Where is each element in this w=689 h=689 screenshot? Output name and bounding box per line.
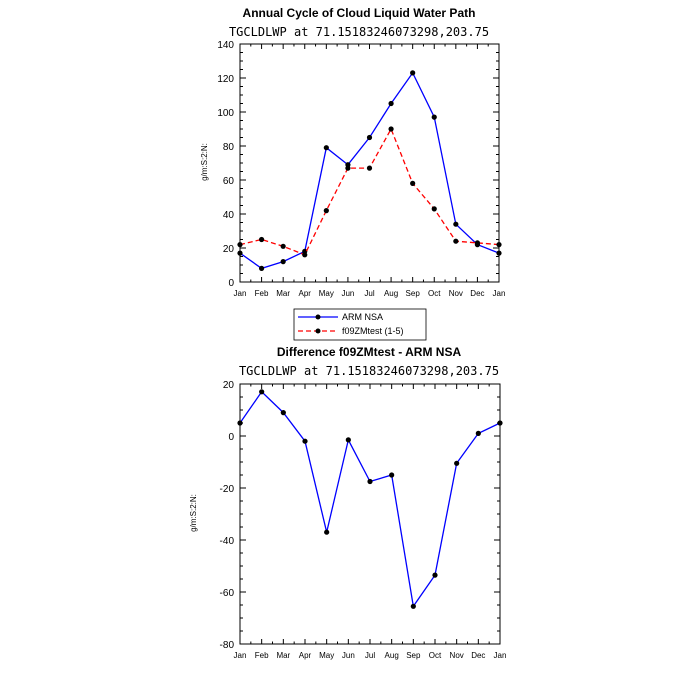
c2-series-0-point (454, 460, 460, 466)
c1-xtick-label: Jul (364, 289, 374, 298)
c1-series-1-point (302, 252, 308, 258)
c2-series-0-point (475, 430, 481, 436)
c2-ytick-label: -60 (220, 588, 235, 599)
c2-xtick-label: Jun (342, 651, 355, 660)
c2-xtick-label: Aug (385, 651, 399, 660)
c2-series-0-point (324, 529, 330, 535)
c2-series-0-point (389, 472, 395, 478)
c1-series-1-point (431, 206, 437, 212)
legend-marker-f09 (315, 328, 321, 334)
chart1-legend: ARM NSA f09ZMtest (1-5) (293, 308, 427, 341)
c2-ytick-label: 20 (223, 380, 235, 391)
c1-ytick-label: 120 (217, 74, 234, 85)
c1-xtick-label: Feb (255, 289, 269, 298)
c1-series-1-point (345, 165, 351, 171)
c1-xtick-label: May (319, 289, 334, 298)
c1-series-0-point (258, 265, 265, 271)
c1-ytick-label: 80 (223, 142, 235, 153)
c2-xtick-label: Oct (429, 651, 442, 660)
c2-series-0-point (259, 389, 265, 395)
c1-series-0-point (410, 70, 416, 76)
c1-ytick-label: 100 (217, 108, 234, 119)
c1-xtick-label: Apr (299, 289, 312, 298)
c1-xtick-label: Nov (449, 289, 463, 298)
c1-series-0-point (280, 259, 286, 265)
c2-xtick-label: May (319, 651, 334, 660)
c1-series-1-point (323, 208, 329, 214)
c2-xtick-label: Feb (255, 651, 269, 660)
c2-series-0-point (367, 478, 373, 485)
c2-xtick-label: Nov (450, 651, 464, 660)
c1-series-1-point (258, 236, 265, 243)
c1-series-1-point (474, 240, 481, 246)
c2-xtick-label: Apr (299, 651, 312, 660)
c2-ytick-label: -40 (220, 536, 235, 547)
chart-annual-cycle: Annual Cycle of Cloud Liquid Water Path … (200, 6, 505, 298)
c1-xtick-label: Oct (428, 289, 441, 298)
c1-xtick-label: Sep (406, 289, 421, 298)
c1-ytick-label: 20 (223, 244, 235, 255)
chart1-subtitle: TGCLDLWP at 71.15183246073298,203.75 (229, 25, 489, 39)
chart1-ylabel: g/m:S:2:N: (200, 143, 209, 181)
c1-ytick-label: 60 (223, 176, 235, 187)
c1-series-1-point (410, 180, 416, 186)
c2-series-0-point (410, 603, 416, 609)
chart1-plot-frame (239, 43, 500, 283)
c1-xtick-label: Dec (470, 289, 484, 298)
c1-ytick-label: 0 (228, 278, 234, 289)
c2-series-0-point (302, 438, 308, 444)
c1-series-0-point (323, 145, 329, 151)
c1-xtick-label: Jan (234, 289, 247, 298)
c2-xtick-label: Mar (276, 651, 290, 660)
legend-label-f09: f09ZMtest (1-5) (342, 326, 404, 336)
c1-series-0-point (366, 134, 373, 141)
c1-ytick-label: 140 (217, 40, 234, 51)
c1-series-1-point (388, 126, 394, 132)
legend-marker-arm (315, 314, 321, 320)
c1-series-1-point (366, 165, 373, 171)
c1-series-line-1 (239, 127, 500, 256)
c2-xtick-label: Jan (234, 651, 247, 660)
c1-series-0-point (388, 100, 394, 107)
chart2-ylabel: g/m:S:2:N: (189, 494, 198, 532)
chart1-title: Annual Cycle of Cloud Liquid Water Path (243, 6, 476, 20)
c2-ytick-label: -20 (220, 484, 235, 495)
c1-series-0-point (453, 221, 459, 227)
c1-series-1-point (453, 238, 459, 244)
c1-series-0-point (431, 114, 437, 120)
c1-xtick-label: Mar (276, 289, 290, 298)
c2-series-0-point (280, 410, 286, 416)
c2-series-line-0 (239, 390, 501, 608)
c1-ytick-label: 40 (223, 210, 235, 221)
c2-ytick-label: 0 (228, 432, 234, 443)
c2-xtick-label: Jan (494, 651, 507, 660)
c1-xtick-label: Jun (341, 289, 354, 298)
c1-xtick-label: Jan (493, 289, 506, 298)
c2-xtick-label: Dec (471, 651, 485, 660)
chart2-plot-frame (239, 383, 501, 645)
c2-series-0-point (432, 572, 438, 578)
c1-series-1-point (280, 243, 286, 249)
chart-difference: Difference f09ZMtest - ARM NSA TGCLDLWP … (189, 345, 506, 660)
chart2-subtitle: TGCLDLWP at 71.15183246073298,203.75 (239, 364, 499, 378)
c2-xtick-label: Jul (365, 651, 375, 660)
legend-box (293, 308, 427, 341)
c2-series-0-point (345, 437, 351, 443)
c2-xtick-label: Sep (406, 651, 421, 660)
c2-ytick-label: -80 (220, 640, 235, 651)
c1-xtick-label: Aug (384, 289, 398, 298)
legend-label-arm: ARM NSA (342, 312, 383, 322)
chart2-title: Difference f09ZMtest - ARM NSA (277, 345, 462, 359)
